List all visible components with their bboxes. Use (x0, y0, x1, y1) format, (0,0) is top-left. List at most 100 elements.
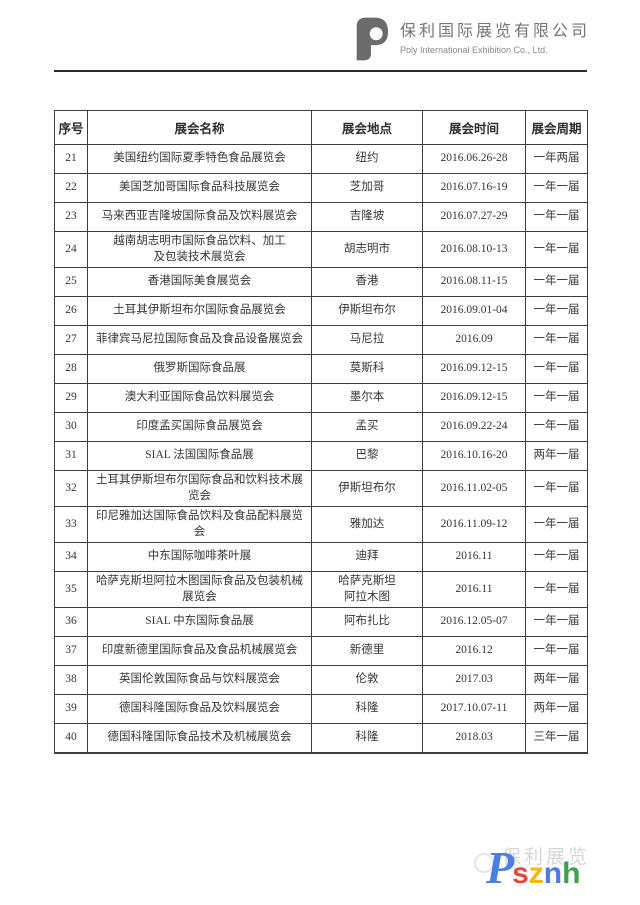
table-row: 26 土耳其伊斯坦布尔国际食品展览会 伊斯坦布尔 2016.09.01-04 一年一届 (54, 296, 588, 327)
cell-location: 伦敦 (311, 665, 423, 696)
cell-name: 德国科隆国际食品技术及机械展览会 (87, 723, 312, 754)
cell-no: 28 (54, 354, 88, 385)
cell-no: 26 (54, 296, 88, 327)
watermark-shadow-text: 保利展览 (502, 847, 591, 868)
cell-location: 科隆 (311, 723, 423, 754)
column-header-name: 展会名称 (87, 110, 312, 145)
cell-cycle: 一年一届 (525, 296, 588, 327)
table-row: 31 SIAL 法国国际食品展 巴黎 2016.10.16-20 两年一届 (54, 441, 588, 472)
cell-no: 38 (54, 665, 88, 696)
cell-no: 33 (54, 506, 88, 544)
table-row: 24 越南胡志明市国际食品饮料、加工 及包装技术展览会 胡志明市 2016.08.10… (54, 230, 588, 269)
cell-location: 新德里 (311, 636, 423, 667)
cell-cycle: 一年一届 (525, 383, 588, 414)
company-name-cn: 保利国际展览有限公司 (399, 23, 590, 41)
cell-time: 2016.12.05-07 (422, 607, 526, 638)
cell-time: 2017.03 (422, 665, 526, 696)
cell-time: 2016.06.26-28 (422, 144, 526, 174)
cell-no: 24 (54, 230, 88, 269)
cell-cycle: 一年一届 (525, 173, 588, 203)
cell-cycle: 一年一届 (525, 607, 588, 638)
cell-name: 美国纽约国际夏季特色食品展览会 (87, 144, 312, 174)
table-row: 33 印尼雅加达国际食品饮料及食品配料展览 会雅加达 2016.11.09-12 一年… (54, 506, 588, 544)
cell-name: 中东国际咖啡茶叶展 (87, 542, 312, 573)
table-row: 38 英国伦敦国际食品与饮料展览会 伦敦 2017.03 两年一届 (54, 665, 588, 696)
cell-no: 27 (54, 325, 88, 356)
cell-time: 2016.07.27-29 (422, 202, 526, 232)
cell-location: 孟买 (311, 412, 423, 443)
cell-name: 德国科隆国际食品及饮料展览会 (87, 694, 312, 725)
cell-time: 2016.12 (422, 636, 526, 667)
cell-location: 纽约 (311, 144, 423, 174)
cell-cycle: 两年一届 (525, 441, 588, 472)
cell-location: 莫斯科 (311, 354, 423, 385)
cell-time: 2016.08.11-15 (422, 267, 526, 298)
cell-cycle: 一年一届 (525, 542, 588, 573)
cell-location: 巴黎 (311, 441, 423, 472)
cell-cycle: 一年一届 (525, 267, 588, 298)
cell-cycle: 一年一届 (525, 412, 588, 443)
cell-cycle: 一年一届 (525, 636, 588, 667)
cell-cycle: 两年一届 (525, 694, 588, 725)
cell-time: 2016.09 (422, 325, 526, 356)
cell-name: SIAL 法国国际食品展 (87, 441, 312, 472)
company-name-en: Poly International Exhibition Co., Ltd. (399, 44, 548, 55)
cell-cycle: 一年一届 (525, 325, 588, 356)
cell-time: 2016.11.09-12 (422, 506, 526, 544)
cell-no: 34 (54, 542, 88, 573)
cell-cycle: 一年一届 (525, 202, 588, 232)
cell-location: 马尼拉 (311, 325, 423, 356)
watermark: 保利展览 Psznh (472, 839, 622, 899)
cell-name: 印度新德里国际食品及食品机械展览会 (87, 636, 312, 667)
cell-name: 哈萨克斯坦阿拉木图国际食品及包装机械 展览会 (87, 571, 312, 609)
cell-name: 美国芝加哥国际食品科技展览会 (87, 173, 312, 203)
cell-cycle: 一年两届 (525, 144, 588, 174)
column-header-location: 展会地点 (311, 110, 423, 145)
table-row: 40 德国科隆国际食品技术及机械展览会 科隆 2018.03 三年一届 (54, 723, 588, 754)
watermark-letter: P (486, 842, 515, 893)
cell-time: 2016.10.16-20 (422, 441, 526, 472)
table-row: 29 澳大利亚国际食品饮料展览会 墨尔本 2016.09.12-15 一年一届 (54, 383, 588, 414)
cell-name: 土耳其伊斯坦布尔国际食品展览会 (87, 296, 312, 327)
cell-location: 科隆 (311, 694, 423, 725)
table-row: 27 菲律宾马尼拉国际食品及食品设备展览会 马尼拉 2016.09 一年一届 (54, 325, 588, 356)
cell-name: SIAL 中东国际食品展 (87, 607, 312, 638)
table-row: 34 中东国际咖啡茶叶展 迪拜 2016.11 一年一届 (54, 542, 588, 573)
cell-location: 胡志明市 (311, 230, 423, 269)
cell-time: 2016.08.10-13 (422, 230, 526, 269)
cell-no: 36 (54, 607, 88, 638)
cell-location: 墨尔本 (311, 383, 423, 414)
table-row: 35 哈萨克斯坦阿拉木图国际食品及包装机械 展览会 哈萨克斯坦 阿拉木图 2016.1… (54, 571, 588, 609)
column-header-cycle: 展会周期 (525, 110, 588, 145)
cell-no: 35 (54, 571, 88, 609)
cell-no: 22 (54, 173, 88, 203)
cell-cycle: 一年一届 (525, 354, 588, 385)
cell-time: 2016.07.16-19 (422, 173, 526, 203)
cell-location: 阿布扎比 (311, 607, 423, 638)
cell-no: 25 (54, 267, 88, 298)
cell-location: 香港 (311, 267, 423, 298)
cell-name: 澳大利亚国际食品饮料展览会 (87, 383, 312, 414)
table-row: 30 印度孟买国际食品展览会 孟买 2016.09.22-24 一年一届 (54, 412, 588, 443)
cell-name: 菲律宾马尼拉国际食品及食品设备展览会 (87, 325, 312, 356)
header-divider (54, 70, 587, 72)
cell-name: 印尼雅加达国际食品饮料及食品配料展览 会 (87, 506, 312, 544)
cell-name: 俄罗斯国际食品展 (87, 354, 312, 385)
cell-time: 2016.09.22-24 (422, 412, 526, 443)
cell-name: 香港国际美食展览会 (87, 267, 312, 298)
cell-no: 39 (54, 694, 88, 725)
cell-cycle: 一年一届 (525, 506, 588, 544)
table-row: 28 俄罗斯国际食品展 莫斯科 2016.09.12-15 一年一届 (54, 354, 588, 385)
table-row: 37 印度新德里国际食品及食品机械展览会 新德里 2016.12 一年一届 (54, 636, 588, 667)
cell-location: 雅加达 (311, 506, 423, 544)
cell-no: 40 (54, 723, 88, 754)
cell-location: 伊斯坦布尔 (311, 470, 423, 508)
column-header-no: 序号 (54, 110, 88, 145)
cell-time: 2016.09.12-15 (422, 354, 526, 385)
cell-no: 21 (54, 144, 88, 174)
column-header-time: 展会时间 (422, 110, 526, 145)
cell-cycle: 三年一届 (525, 723, 588, 754)
cell-location: 迪拜 (311, 542, 423, 573)
cell-name: 土耳其伊斯坦布尔国际食品和饮料技术展 览会 (87, 470, 312, 508)
exhibition-table-body: 21 美国纽约国际夏季特色食品展览会 纽约 2016.06.26-28 一年两届 22 美国… (54, 144, 588, 754)
